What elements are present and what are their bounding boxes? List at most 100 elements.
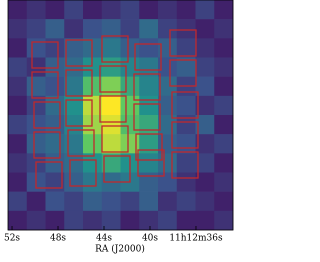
pixel	[8, 57, 28, 77]
pixel	[139, 210, 159, 231]
pixel	[139, 19, 159, 39]
pixel	[195, 134, 215, 154]
pixel	[158, 95, 178, 116]
pixel	[195, 76, 215, 97]
pixel	[176, 134, 196, 154]
pixel	[120, 95, 140, 116]
pixel	[101, 210, 121, 231]
pixel	[120, 19, 140, 39]
region-box	[171, 151, 199, 179]
pixel	[158, 191, 178, 212]
region-box	[65, 69, 93, 97]
region-box	[69, 159, 97, 187]
pixel	[64, 0, 84, 20]
pixel	[176, 115, 196, 135]
pixel	[158, 57, 178, 77]
pixel	[45, 38, 65, 58]
x-axis-label: RA (J2000)	[95, 244, 145, 255]
region-box	[35, 161, 63, 189]
pixel	[45, 134, 65, 154]
pixel	[195, 153, 215, 173]
pixel	[64, 38, 84, 58]
pixel	[83, 134, 103, 154]
pixel	[64, 76, 84, 97]
pixel	[8, 172, 28, 192]
pixel	[158, 210, 178, 231]
pixel	[158, 134, 178, 154]
region-box	[99, 95, 127, 123]
pixel	[139, 191, 159, 212]
pixel	[8, 38, 28, 58]
region-box	[133, 103, 161, 131]
pixel	[120, 191, 140, 212]
pixel	[139, 172, 159, 192]
pixel	[195, 115, 215, 135]
region-box	[33, 101, 61, 129]
pixel	[45, 57, 65, 77]
pixel	[139, 95, 159, 116]
pixel	[158, 153, 178, 173]
region-box	[171, 91, 199, 119]
pixel	[26, 191, 46, 212]
pixel	[64, 95, 84, 116]
pixel	[214, 95, 234, 116]
pixel	[101, 19, 121, 39]
region-box	[67, 129, 95, 157]
x-tick-label: 48s	[50, 234, 66, 244]
pixel	[214, 153, 234, 173]
x-tick-label: 52s	[4, 234, 20, 244]
region-box	[65, 99, 93, 127]
regions	[31, 29, 199, 189]
pixel	[176, 57, 196, 77]
pixel	[101, 57, 121, 77]
pixel	[26, 38, 46, 58]
pixel	[26, 134, 46, 154]
pixel	[83, 19, 103, 39]
region-box	[33, 131, 61, 159]
region-box	[137, 149, 165, 177]
x-tick-label: 11h12m36s	[169, 234, 223, 244]
image	[8, 0, 234, 231]
pixel	[64, 153, 84, 173]
pixel	[195, 172, 215, 192]
pixel	[101, 76, 121, 97]
pixel	[120, 38, 140, 58]
pixel	[158, 76, 178, 97]
region-box	[31, 71, 59, 99]
pixel	[176, 0, 196, 20]
pixel	[8, 153, 28, 173]
region-box	[101, 35, 129, 63]
pixel	[139, 38, 159, 58]
pixel	[101, 0, 121, 20]
pixel	[8, 115, 28, 135]
region-box	[133, 73, 161, 101]
pixel	[64, 191, 84, 212]
pixel	[214, 38, 234, 58]
x-tick-label: 44s	[96, 234, 112, 244]
pixel	[214, 191, 234, 212]
pixel	[195, 19, 215, 39]
region-box	[103, 155, 131, 183]
pixel	[26, 19, 46, 39]
pixel	[64, 19, 84, 39]
region-box	[134, 43, 162, 71]
pixel	[214, 76, 234, 97]
pixel	[139, 134, 159, 154]
pixel	[26, 210, 46, 231]
frame	[7, 0, 234, 231]
pixel	[8, 0, 28, 20]
pixel	[158, 19, 178, 39]
pixel	[64, 57, 84, 77]
pixel	[83, 153, 103, 173]
pixel	[214, 0, 234, 20]
pixel	[26, 76, 46, 97]
pixel	[195, 0, 215, 20]
pixel	[101, 115, 121, 135]
pixel	[64, 134, 84, 154]
region-box	[31, 41, 59, 69]
pixel	[214, 19, 234, 39]
pixel	[64, 172, 84, 192]
pixel	[195, 57, 215, 77]
pixel	[195, 95, 215, 116]
pixel	[139, 0, 159, 20]
